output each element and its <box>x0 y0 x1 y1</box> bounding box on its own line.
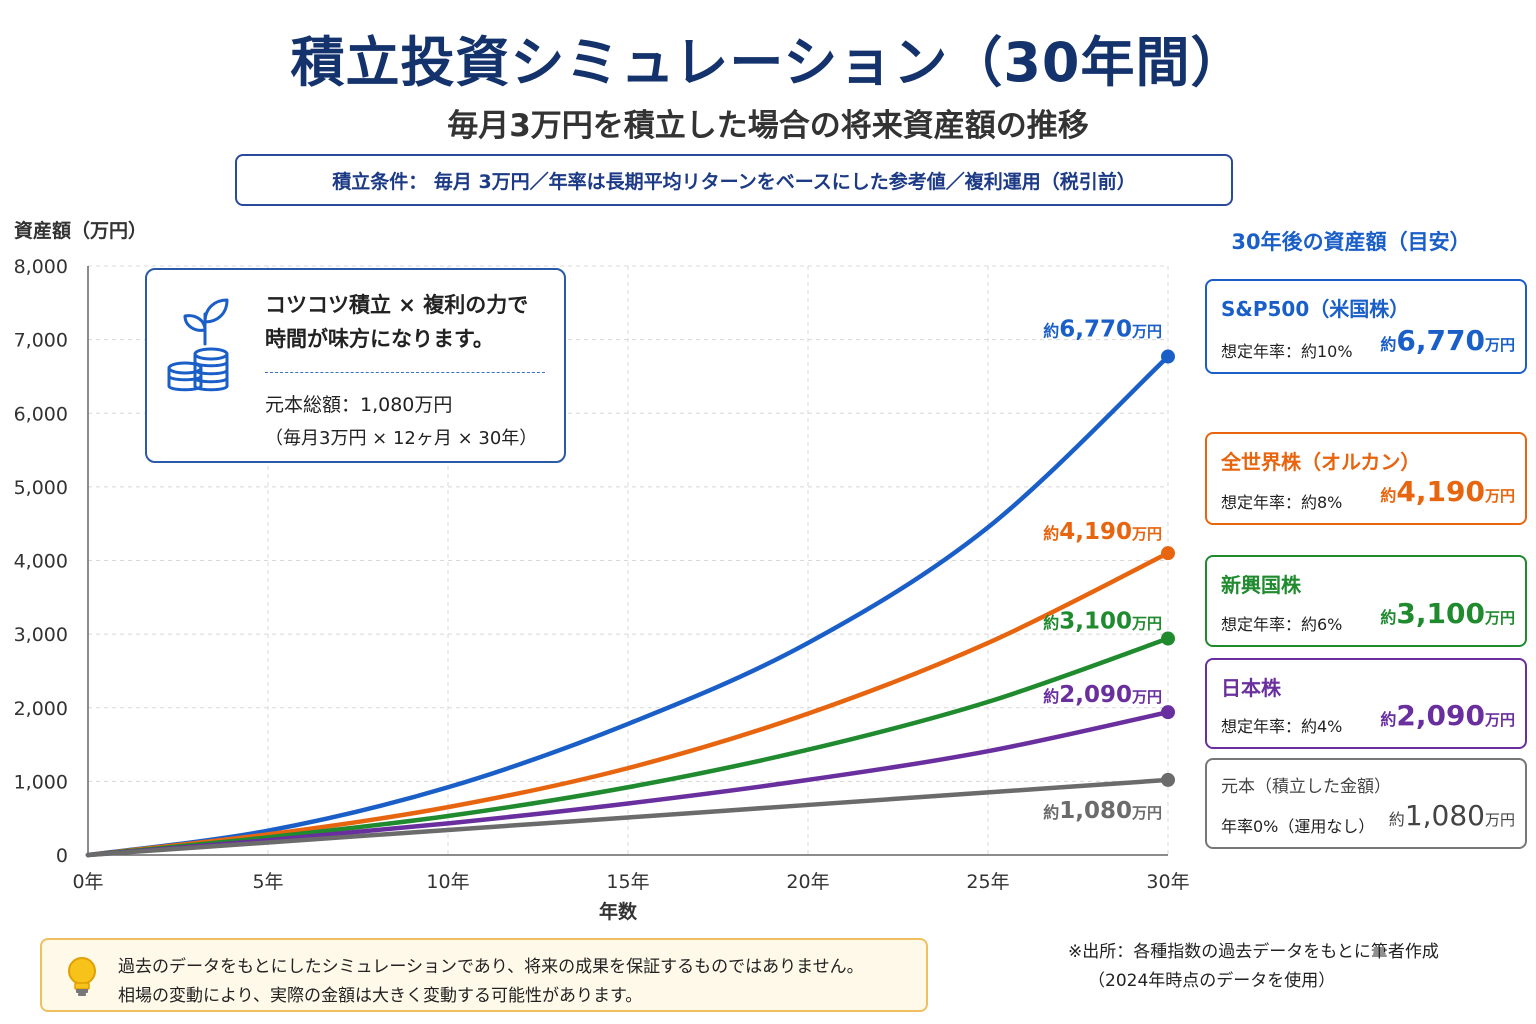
results-panel-title: 30年後の資産額（目安） <box>1231 230 1471 254</box>
y-tick-label: 5,000 <box>14 477 68 499</box>
series-end-point <box>1161 705 1175 720</box>
y-tick-label: 4,000 <box>14 551 68 573</box>
disclaimer-box: 過去のデータをもとにしたシミュレーションであり、将来の成果を保証するものではあり… <box>40 938 928 1012</box>
result-card-value: 約1,080万円 <box>1388 799 1515 832</box>
series-end-label: 約4,190万円 <box>1043 519 1162 545</box>
y-axis-title: 資産額（万円） <box>14 220 148 242</box>
series-line <box>85 550 1171 858</box>
x-tick-label: 5年 <box>252 871 283 893</box>
y-tick-label: 8,000 <box>14 256 68 278</box>
result-card-value: 約6,770万円 <box>1380 324 1515 357</box>
result-card-rate: 想定年率：約6% <box>1221 615 1343 634</box>
result-card-name: S&P500（米国株） <box>1221 297 1410 321</box>
principal-total: 元本総額：1,080万円 <box>265 394 453 416</box>
y-tick-label: 3,000 <box>14 624 68 646</box>
series-end-label: 約1,080万円 <box>1043 798 1162 824</box>
x-tick-label: 15年 <box>606 871 649 893</box>
x-tick-label: 25年 <box>966 871 1009 893</box>
conditions-text: 積立条件： 毎月 3万円／年率は長期平均リターンをベースにした参考値／複利運用（… <box>332 170 1136 193</box>
result-card-name: 日本株 <box>1221 676 1281 700</box>
callout-divider <box>265 372 545 373</box>
x-axis-title: 年数 <box>599 900 638 923</box>
series-end-point <box>1161 772 1175 787</box>
page-subtitle: 毎月3万円を積立した場合の将来資産額の推移 <box>447 108 1089 144</box>
y-tick-label: 1,000 <box>14 771 68 793</box>
y-tick-label: 2,000 <box>14 698 68 720</box>
callout-message: コツコツ積立 × 複利の力で 時間が味方になります。 <box>265 293 529 351</box>
disclaimer-line-2: 相場の変動により、実際の金額は大きく変動する可能性があります。 <box>118 986 643 1006</box>
x-tick-label: 20年 <box>786 871 829 893</box>
page-title: 積立投資シミュレーション（30年間） <box>290 31 1246 94</box>
result-card: 新興国株想定年率：約6% 約3,100万円 <box>1205 555 1527 647</box>
x-tick-label: 10年 <box>426 871 469 893</box>
result-card-name: 新興国株 <box>1221 573 1301 597</box>
principal-breakdown: （毎月3万円 × 12ヶ月 × 30年） <box>265 428 538 449</box>
result-card: S&P500（米国株） 想定年率：約10% 約6,770万円 <box>1205 279 1527 374</box>
conditions-box: 積立条件： 毎月 3万円／年率は長期平均リターンをベースにした参考値／複利運用（… <box>235 154 1233 206</box>
result-card-rate: 年率0%（運用なし） <box>1221 817 1375 836</box>
series-end-label: 約2,090万円 <box>1043 682 1162 708</box>
source-note: ※出所：各種指数の過去データをもとに筆者作成 <box>1068 942 1439 962</box>
lightbulb-icon <box>68 957 96 996</box>
series-line <box>85 777 1171 858</box>
result-card: 全世界株（オルカン） 想定年率：約8% 約4,190万円 <box>1205 432 1527 525</box>
source-note-sub: （2024年時点のデータを使用） <box>1088 971 1336 991</box>
series-end-point <box>1161 546 1175 561</box>
plant-coins-icon <box>167 298 229 392</box>
result-card: 元本（積立した金額） 年率0%（運用なし） 約1,080万円 <box>1205 758 1527 849</box>
series-line <box>85 636 1171 858</box>
callout-box: コツコツ積立 × 複利の力で 時間が味方になります。 元本総額：1,080万円 … <box>145 268 566 463</box>
result-card-name: 全世界株（オルカン） <box>1221 450 1421 474</box>
line-chart: 0 1,000 2,000 3,000 4,000 5,000 6,000 7,000 8,00… <box>14 256 1190 923</box>
result-card-value: 約3,100万円 <box>1380 597 1515 630</box>
series-end-label: 約6,770万円 <box>1043 317 1162 343</box>
x-tick-label: 30年 <box>1146 871 1189 893</box>
y-tick-label: 0 <box>56 845 68 867</box>
series-end-point <box>1161 631 1175 646</box>
series-line <box>85 354 1171 858</box>
y-tick-label: 6,000 <box>14 403 68 425</box>
y-tick-label: 7,000 <box>14 330 68 352</box>
disclaimer-line-1: 過去のデータをもとにしたシミュレーションであり、将来の成果を保証するものではあり… <box>118 957 864 977</box>
result-card-value: 約2,090万円 <box>1380 699 1515 732</box>
result-card-value: 約4,190万円 <box>1380 475 1515 508</box>
result-card: 日本株想定年率：約4% 約2,090万円 <box>1205 658 1527 749</box>
x-tick-label: 0年 <box>72 871 103 893</box>
series-end-point <box>1161 349 1175 364</box>
result-card-rate: 想定年率：約10% <box>1221 342 1353 361</box>
result-card-rate: 想定年率：約8% <box>1221 493 1343 512</box>
result-card-name: 元本（積立した金額） <box>1221 777 1391 797</box>
result-card-rate: 想定年率：約4% <box>1221 717 1343 736</box>
series-end-label: 約3,100万円 <box>1043 609 1162 635</box>
